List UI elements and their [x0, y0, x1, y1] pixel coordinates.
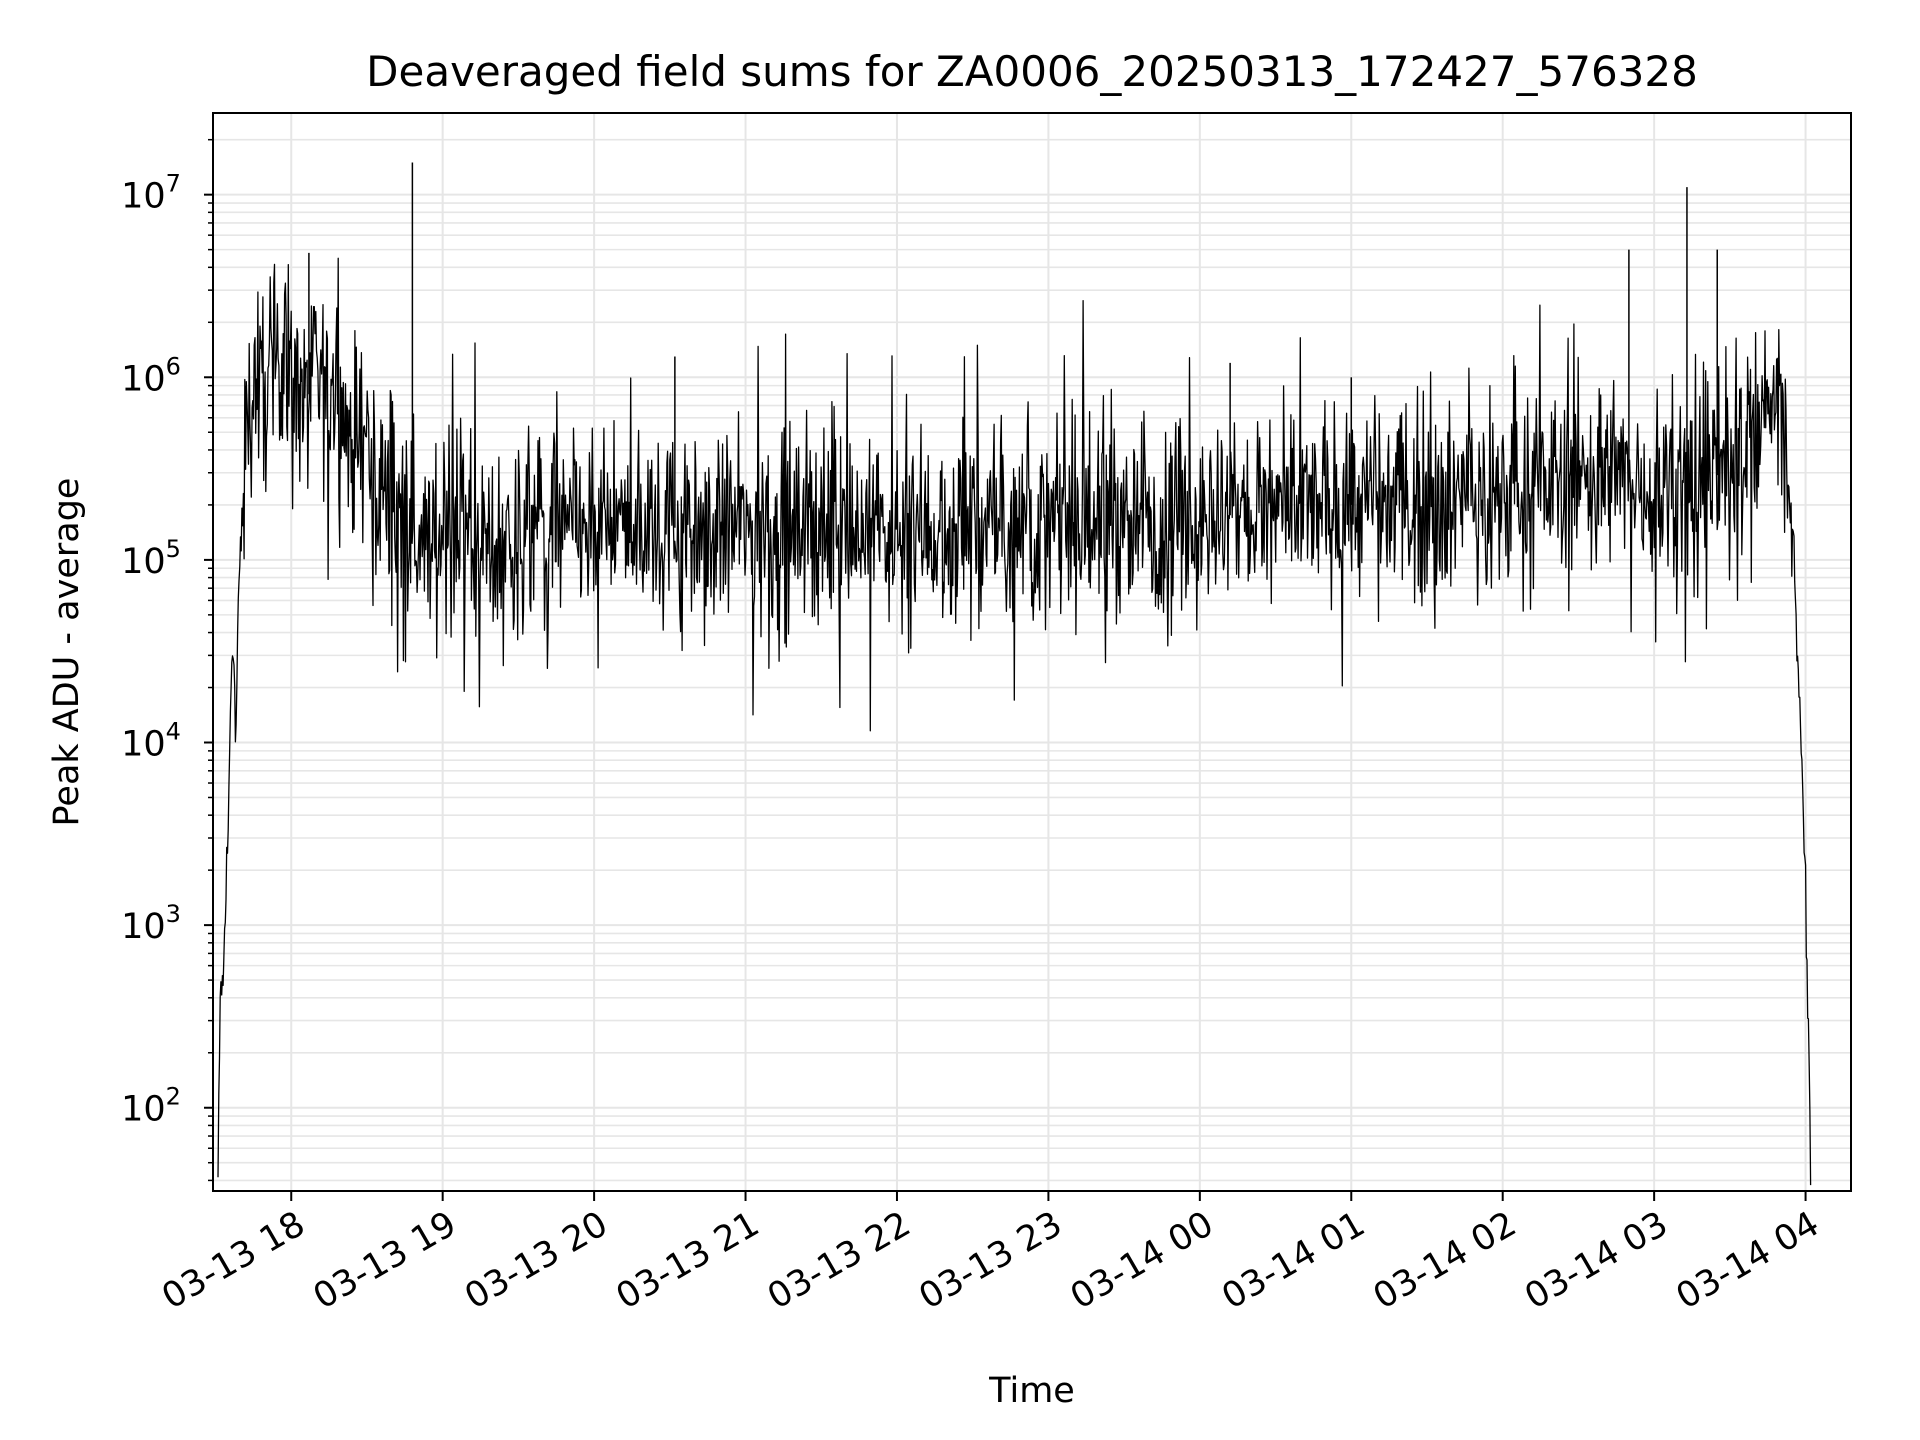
ticks	[204, 138, 1807, 1201]
chart-title: Deaveraged field sums for ZA0006_2025031…	[366, 47, 1698, 96]
y-axis-label: Peak ADU - average	[47, 478, 87, 827]
y-tick-label: 105	[121, 535, 181, 582]
series-trace	[217, 257, 1812, 1186]
y-tick-label: 107	[121, 170, 181, 217]
series-line	[217, 162, 1812, 1186]
y-tick-label: 102	[121, 1083, 181, 1130]
y-tick-label: 104	[121, 718, 181, 765]
y-tick-labels: 102 103 104 105 106 107	[121, 170, 181, 1130]
y-tick-label: 103	[121, 900, 181, 947]
y-tick-label: 106	[121, 352, 181, 399]
x-axis-label: Time	[988, 1371, 1075, 1411]
plot-frame	[212, 112, 1852, 1192]
